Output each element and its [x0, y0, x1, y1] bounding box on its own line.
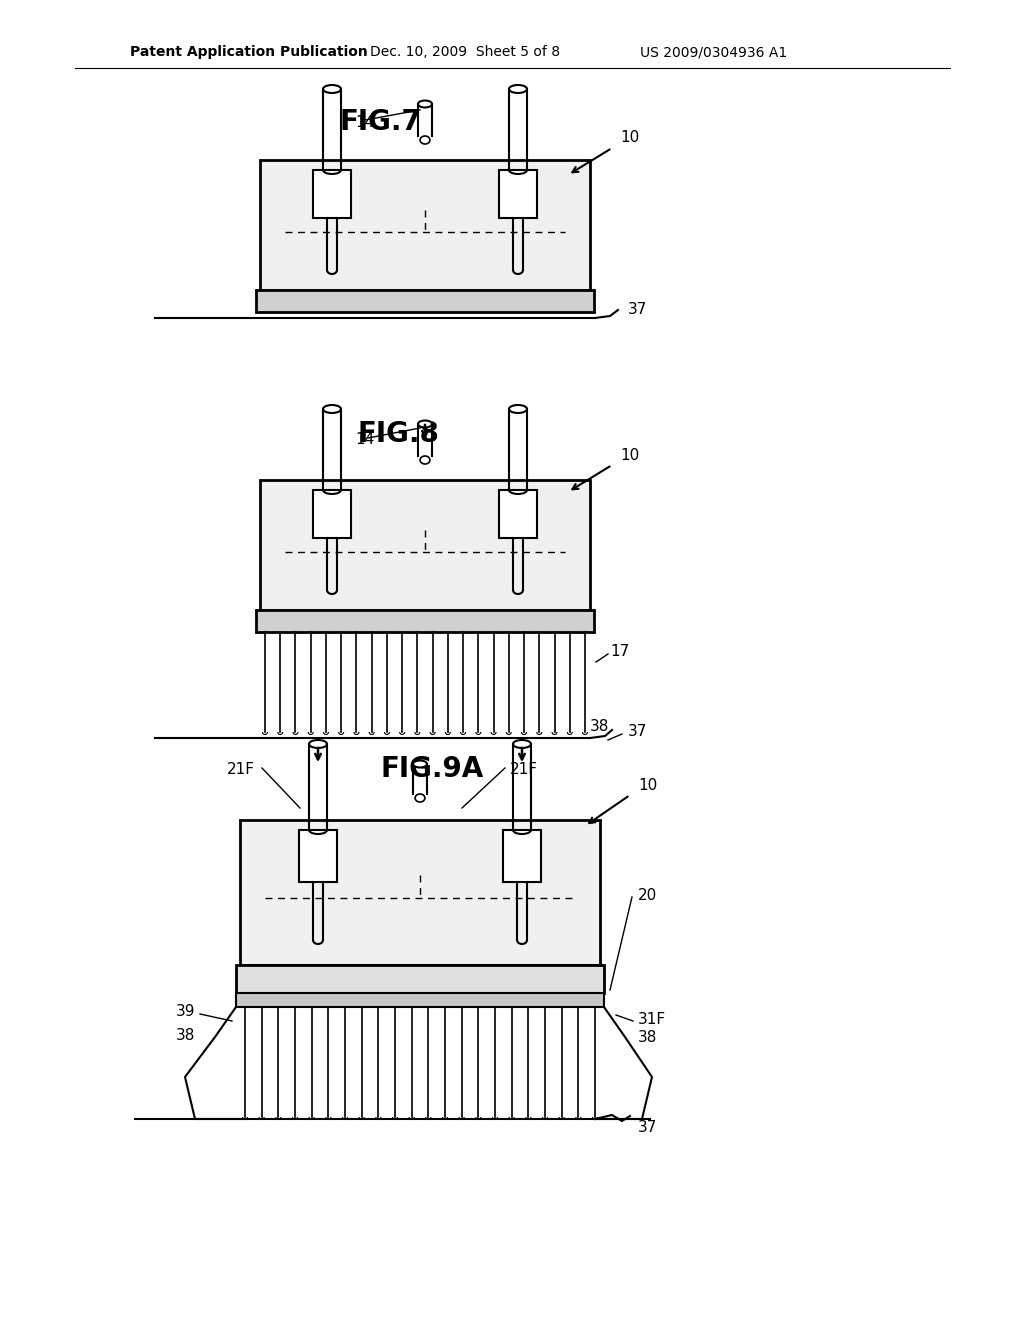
- Text: 20: 20: [638, 887, 657, 903]
- Text: 38: 38: [176, 1027, 195, 1043]
- Text: 17: 17: [610, 644, 630, 660]
- Text: 38: 38: [638, 1030, 657, 1044]
- Text: 21F: 21F: [227, 762, 255, 777]
- Bar: [313, 170, 351, 218]
- Bar: [256, 610, 594, 632]
- Text: 21F: 21F: [510, 762, 538, 777]
- Text: FIG.9A: FIG.9A: [380, 755, 483, 783]
- Bar: [313, 490, 351, 539]
- Text: 14: 14: [355, 432, 374, 447]
- Ellipse shape: [309, 741, 327, 748]
- Text: US 2009/0304936 A1: US 2009/0304936 A1: [640, 45, 787, 59]
- Ellipse shape: [415, 795, 425, 803]
- Text: 10: 10: [620, 447, 639, 463]
- Text: 10: 10: [638, 777, 657, 793]
- Text: 37: 37: [628, 725, 647, 739]
- Ellipse shape: [509, 84, 527, 92]
- Bar: [260, 160, 590, 290]
- Bar: [256, 290, 594, 312]
- Bar: [236, 965, 604, 993]
- Ellipse shape: [509, 405, 527, 413]
- Text: 37: 37: [628, 302, 647, 318]
- Text: 14: 14: [355, 115, 374, 129]
- Ellipse shape: [513, 741, 531, 748]
- Bar: [236, 993, 604, 1007]
- Bar: [240, 820, 600, 965]
- Text: 37: 37: [638, 1119, 657, 1134]
- Text: 10: 10: [620, 129, 639, 145]
- Bar: [260, 480, 590, 610]
- Ellipse shape: [418, 421, 432, 428]
- Ellipse shape: [418, 100, 432, 107]
- Text: 38: 38: [590, 719, 609, 734]
- Text: Patent Application Publication: Patent Application Publication: [130, 45, 368, 59]
- Text: 31F: 31F: [638, 1011, 667, 1027]
- Ellipse shape: [420, 136, 430, 144]
- Ellipse shape: [323, 84, 341, 92]
- Text: Dec. 10, 2009  Sheet 5 of 8: Dec. 10, 2009 Sheet 5 of 8: [370, 45, 560, 59]
- Ellipse shape: [420, 455, 430, 465]
- Ellipse shape: [413, 760, 427, 767]
- Text: FIG.8: FIG.8: [357, 420, 439, 447]
- Bar: [499, 490, 537, 539]
- Text: 39: 39: [175, 1005, 195, 1019]
- Text: FIG.7: FIG.7: [339, 108, 421, 136]
- Bar: [499, 170, 537, 218]
- Bar: [299, 830, 337, 882]
- Bar: [503, 830, 541, 882]
- Ellipse shape: [323, 405, 341, 413]
